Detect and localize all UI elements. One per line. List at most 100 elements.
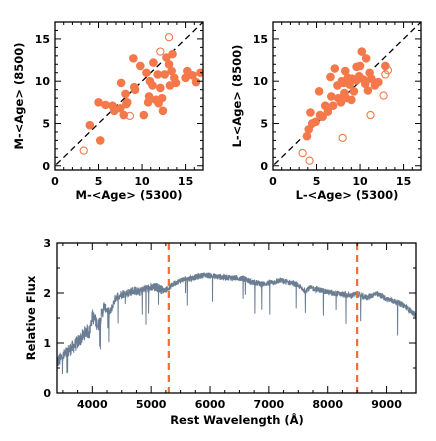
filled-point	[340, 66, 350, 76]
y-tick-label: 2	[43, 287, 51, 300]
filled-point	[367, 74, 376, 83]
x-tick-label: 5	[95, 175, 103, 188]
filled-point	[181, 73, 190, 83]
spectrum-panel: 4000 5000 6000 7000 8000 9000 0 1 2 3 Rest Wavele…	[24, 237, 417, 427]
open-point	[381, 70, 390, 79]
x-tick-label: 8000	[312, 398, 343, 411]
filled-point	[149, 58, 158, 67]
filled-point	[352, 62, 361, 72]
filled-point	[85, 120, 95, 130]
open-point	[305, 156, 314, 165]
filled-point	[108, 101, 117, 111]
y-tick-label: 0	[43, 387, 51, 400]
filled-point	[374, 77, 383, 87]
y-axis-label-spectrum: Relative Flux	[24, 275, 38, 360]
filled-point	[363, 86, 373, 95]
x-axis-label-l: L-<Age> (5300)	[296, 188, 399, 202]
filled-point	[311, 117, 320, 127]
y-tick-label: 1	[43, 337, 51, 350]
y-tick-label: 5	[42, 117, 50, 130]
filled-point	[129, 54, 138, 63]
filled-point	[323, 107, 333, 116]
filled-point	[119, 110, 129, 120]
filled-point	[94, 98, 103, 107]
filled-point	[314, 87, 324, 96]
x-tick-label: 15	[178, 175, 193, 188]
filled-point	[121, 89, 130, 99]
y-axis-label-l: L-<Age> (8500)	[230, 45, 244, 148]
filled-point	[154, 98, 163, 108]
y-tick-label: 10	[35, 75, 51, 88]
filled-point	[196, 68, 203, 78]
filled-point	[95, 136, 105, 145]
scatter-panel-m-age: 0 5 10 15 0 5 10 15 M-<Age> (5300) M-<Age> (850…	[12, 21, 204, 202]
axes-frame-l	[272, 21, 422, 171]
filled-point	[328, 101, 338, 111]
filled-point	[188, 70, 197, 80]
filled-point	[341, 93, 351, 103]
y-tick-label: 0	[260, 160, 268, 173]
spectrum-line	[57, 272, 416, 375]
filled-point	[171, 78, 181, 88]
x-tick-label: 15	[396, 175, 411, 188]
open-point	[164, 33, 174, 42]
x-axis-label-spectrum: Rest Wavelength (Å)	[170, 412, 304, 427]
y-tick-label: 5	[260, 117, 268, 130]
filled-point	[144, 92, 154, 101]
ticks-m: 0 5 10 15 0 5 10 15	[35, 21, 204, 188]
filled-point	[129, 82, 139, 92]
filled-point	[302, 131, 312, 141]
open-point	[156, 47, 165, 56]
x-tick-label: 10	[134, 175, 150, 188]
x-tick-label: 6000	[195, 398, 226, 411]
filled-point	[326, 72, 335, 82]
y-tick-label: 3	[43, 237, 51, 250]
filled-point	[136, 61, 145, 71]
open-point	[338, 133, 347, 143]
filled-point	[381, 61, 390, 71]
filled-point	[357, 47, 367, 56]
open-point	[379, 91, 388, 100]
filled-point	[122, 99, 131, 109]
filled-point	[167, 66, 176, 76]
open-point	[366, 110, 375, 120]
filled-point	[148, 81, 157, 90]
x-tick-label: 9000	[371, 398, 402, 411]
x-tick-label: 5	[313, 175, 321, 188]
filled-point	[156, 83, 165, 93]
filled-point	[330, 64, 340, 73]
points-m	[79, 33, 203, 155]
filled-point	[101, 100, 110, 110]
axes-frame-spectrum	[56, 242, 417, 394]
x-tick-label: 0	[269, 175, 277, 188]
x-tick-label: 7000	[254, 398, 285, 411]
points-l	[298, 47, 393, 165]
filled-point	[191, 77, 201, 87]
open-point	[79, 146, 88, 155]
y-axis-label-m: M-<Age> (8500)	[12, 43, 26, 150]
ticks-spectrum: 4000 5000 6000 7000 8000 9000 0 1 2 3	[43, 237, 417, 411]
x-tick-label: 0	[51, 175, 59, 188]
filled-point	[158, 106, 168, 116]
scatter-panel-l-age: 0 5 10 15 0 5 10 15 L-<Age> (5300) L-<Age> (850…	[230, 21, 422, 202]
filled-point	[349, 87, 359, 96]
ticks-l: 0 5 10 15 0 5 10 15	[253, 21, 422, 188]
open-point	[383, 66, 393, 75]
x-tick-label: 10	[352, 175, 368, 188]
x-tick-label: 4000	[77, 398, 108, 411]
filled-point	[168, 49, 177, 59]
x-axis-label-m: M-<Age> (5300)	[76, 188, 183, 202]
y-tick-label: 10	[253, 75, 269, 88]
filled-point	[115, 103, 125, 113]
open-point	[125, 111, 135, 121]
filled-point	[164, 59, 174, 69]
filled-point	[360, 79, 370, 89]
filled-point	[361, 54, 371, 63]
x-tick-label: 5000	[136, 398, 167, 411]
filled-point	[116, 78, 126, 88]
filled-point	[160, 70, 169, 79]
filled-point	[306, 108, 315, 117]
filled-point	[142, 68, 151, 78]
y-tick-label: 15	[253, 33, 268, 46]
